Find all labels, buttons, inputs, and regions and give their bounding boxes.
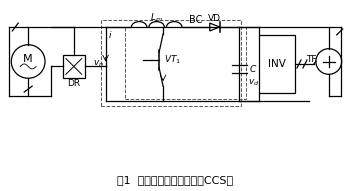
Circle shape (316, 49, 342, 74)
Text: TF: TF (306, 55, 316, 64)
Bar (125, 27, 246, 99)
Text: INV: INV (268, 59, 286, 69)
Bar (259, 35, 295, 93)
Text: $i$: $i$ (108, 29, 113, 40)
Text: $L_m$: $L_m$ (150, 12, 163, 24)
Text: M: M (23, 53, 33, 64)
Text: $C$: $C$ (249, 63, 258, 74)
Bar (63, 55, 85, 78)
Polygon shape (210, 23, 220, 31)
Text: $v_n$: $v_n$ (93, 58, 104, 69)
Text: 图1  斩波式串级调速系统（CCS）: 图1 斩波式串级调速系统（CCS） (117, 175, 233, 185)
Circle shape (11, 45, 45, 78)
Bar (100, 20, 241, 106)
Text: BC: BC (189, 15, 203, 25)
Text: DR: DR (67, 79, 80, 88)
Text: $VT_1$: $VT_1$ (164, 54, 182, 66)
Text: $v_d$: $v_d$ (248, 77, 259, 88)
Text: VD: VD (208, 14, 221, 23)
